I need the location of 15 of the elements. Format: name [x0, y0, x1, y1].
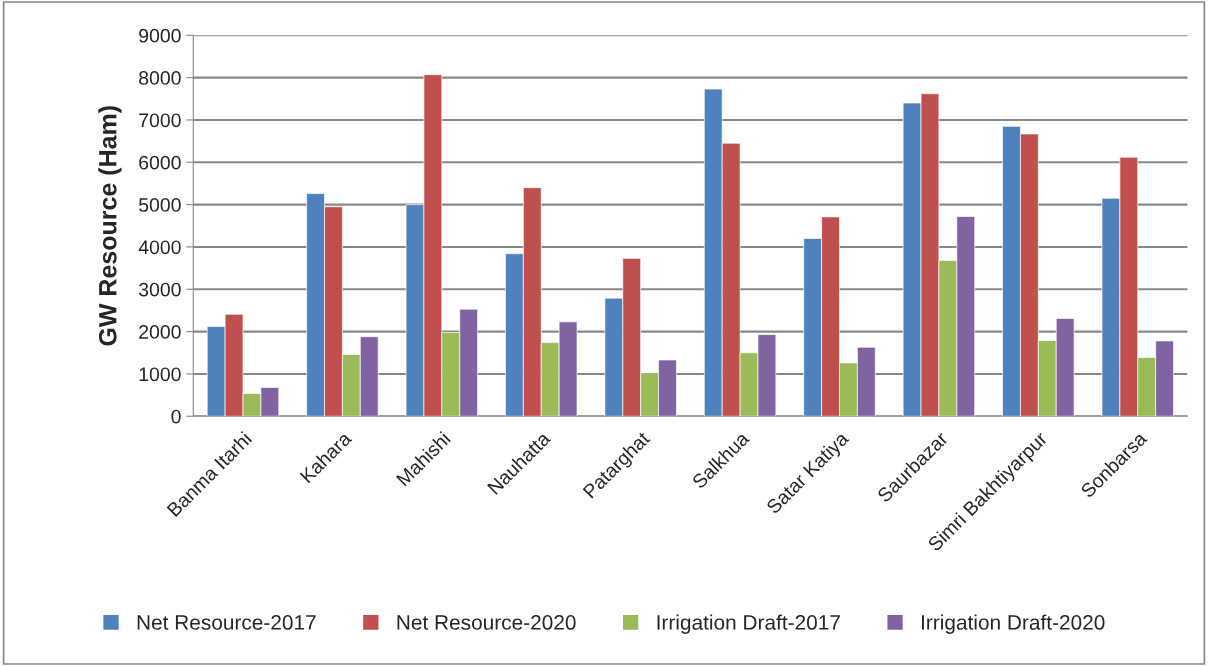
legend-label: Net Resource-2017 — [137, 615, 316, 630]
y-axis-title: GW Resource (Ham) — [98, 106, 122, 346]
legend-label: Irrigation Draft-2017 — [657, 614, 840, 634]
y-tick-label: 8000 — [139, 71, 181, 85]
y-tick-label: 4000 — [138, 240, 181, 255]
y-tick-label: 2000 — [139, 325, 181, 339]
legend-label: Net Resource-2020 — [397, 615, 576, 630]
y-tick-label: 1000 — [139, 367, 181, 382]
y-tick-label: 9000 — [139, 28, 181, 43]
y-tick-label: 7000 — [139, 113, 181, 128]
y-tick-label: 5000 — [139, 198, 181, 212]
y-tick-label: 3000 — [138, 282, 181, 297]
y-tick-label: 6000 — [139, 155, 181, 170]
legend-label: Irrigation Draft-2020 — [921, 614, 1105, 634]
y-tick-label: 0 — [171, 409, 181, 424]
